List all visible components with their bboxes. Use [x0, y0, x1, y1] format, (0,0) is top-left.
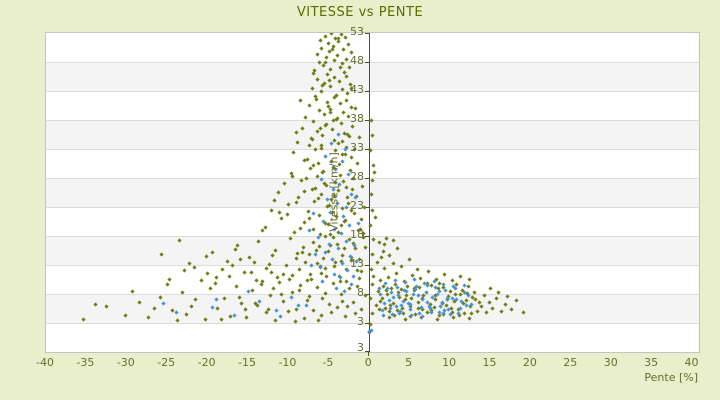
- grid-band: [46, 323, 699, 352]
- y-tick-label: 33: [350, 141, 364, 154]
- y-axis-tick: [365, 149, 370, 150]
- y-axis-tick: [365, 323, 370, 324]
- y-tick-label: 8: [357, 286, 364, 299]
- x-tick-label: 25: [563, 356, 578, 369]
- x-tick-label: 10: [442, 356, 457, 369]
- x-tick-label: 20: [522, 356, 537, 369]
- scatter-point-series-1: [268, 207, 274, 213]
- y-axis-tick: [365, 265, 370, 266]
- scatter-point-series-2: [457, 305, 463, 311]
- x-tick-label: 40: [684, 356, 699, 369]
- scatter-point-series-1: [284, 211, 290, 217]
- grid-band: [46, 62, 699, 92]
- y-axis-tick: [365, 178, 370, 179]
- y-axis-line: [369, 33, 370, 352]
- y-tick-label: 23: [350, 199, 364, 212]
- y-tick-label: 43: [350, 83, 364, 96]
- scatter-point-series-1: [373, 302, 379, 308]
- y-axis-tick: [365, 351, 370, 352]
- scatter-point-series-1: [402, 316, 408, 322]
- scatter-point-series-1: [466, 276, 472, 282]
- x-axis-title: Pente [%]: [644, 371, 698, 384]
- y-axis-tick: [365, 236, 370, 237]
- y-tick-label: 18: [350, 228, 364, 241]
- scatter-point-series-1: [314, 284, 320, 290]
- x-tick-label: -5: [322, 356, 334, 369]
- y-tick-label: 13: [350, 257, 364, 270]
- x-tick-label: -40: [36, 356, 54, 369]
- x-tick-label: -25: [157, 356, 176, 369]
- x-tick-label: -15: [238, 356, 257, 369]
- y-tick-label: 38: [350, 112, 364, 125]
- grid-band: [46, 91, 699, 121]
- scatter-point-series-1: [306, 142, 312, 148]
- plot-area: [45, 32, 700, 353]
- y-tick-label: 28: [350, 170, 364, 183]
- y-axis-line-extension: [368, 351, 369, 356]
- y-tick-label: 48: [350, 54, 364, 67]
- y-axis-tick: [365, 120, 370, 121]
- chart-title: VITESSE vs PENTE: [296, 5, 424, 20]
- y-axis-tick: [365, 33, 370, 34]
- y-tick-label: 3: [357, 341, 364, 354]
- y-axis-tick: [365, 207, 370, 208]
- scatter-point-series-1: [314, 51, 320, 57]
- y-axis-tick: [365, 91, 370, 92]
- x-tick-label: 0: [364, 356, 372, 369]
- scatter-point-series-1: [318, 312, 324, 318]
- x-tick-label: 30: [603, 356, 618, 369]
- x-tick-label: 15: [482, 356, 497, 369]
- y-axis-title: Vitesse [km/h]: [327, 152, 341, 232]
- y-tick-label: 3: [357, 315, 364, 328]
- y-tick-label: 53: [350, 25, 364, 38]
- x-tick-label: 35: [644, 356, 659, 369]
- x-tick-label: -10: [278, 356, 297, 369]
- y-axis-tick: [365, 62, 370, 63]
- grid-band: [46, 33, 699, 62]
- x-tick-label: -30: [116, 356, 135, 369]
- x-tick-label: -20: [197, 356, 216, 369]
- scatter-point-series-1: [343, 73, 349, 79]
- x-tick-label: -35: [76, 356, 95, 369]
- x-tick-label: 5: [405, 356, 413, 369]
